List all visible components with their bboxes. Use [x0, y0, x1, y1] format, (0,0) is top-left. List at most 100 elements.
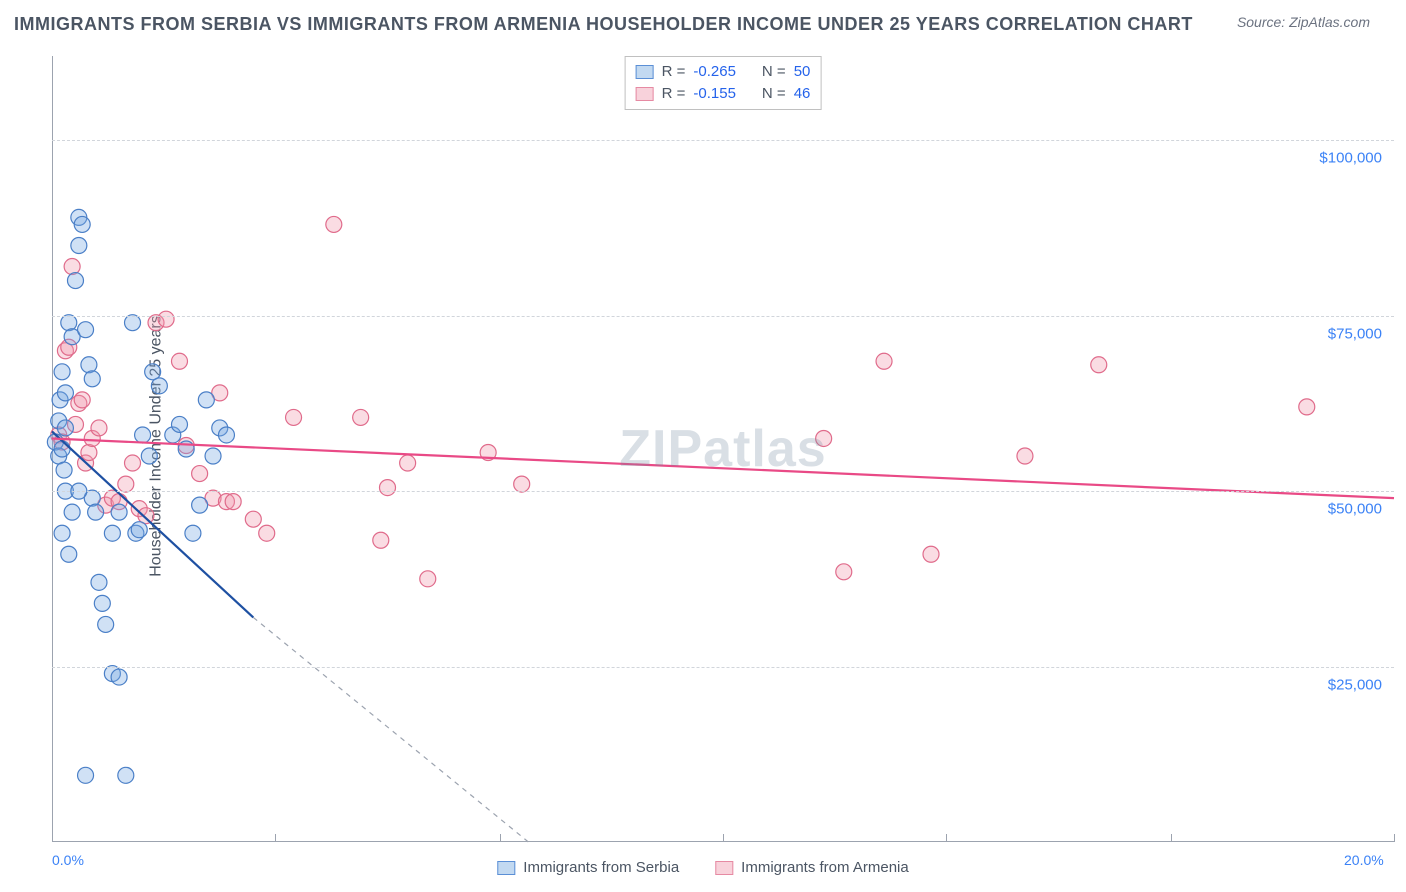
grid-line	[52, 667, 1394, 668]
trend-line	[52, 438, 1394, 498]
grid-line	[52, 140, 1394, 141]
stats-row: R =-0.155N =46	[636, 83, 811, 105]
legend-swatch	[715, 861, 733, 875]
scatter-point	[171, 353, 187, 369]
scatter-point	[876, 353, 892, 369]
legend: Immigrants from Serbia Immigrants from Ar…	[497, 859, 908, 876]
grid-line	[52, 316, 1394, 317]
stats-box: R = -0.265 N = 50R = -0.155 N = 46	[625, 56, 822, 110]
scatter-point	[1091, 357, 1107, 373]
source-label: Source:	[1237, 14, 1289, 30]
x-tick	[1171, 834, 1172, 842]
chart-title: IMMIGRANTS FROM SERBIA VS IMMIGRANTS FRO…	[14, 14, 1193, 35]
scatter-point	[81, 357, 97, 373]
scatter-point	[353, 409, 369, 425]
scatter-point	[135, 427, 151, 443]
scatter-point	[91, 420, 107, 436]
scatter-point	[61, 546, 77, 562]
stat-r-value: -0.155	[693, 83, 736, 105]
scatter-point	[923, 546, 939, 562]
scatter-point	[81, 445, 97, 461]
scatter-point	[67, 273, 83, 289]
scatter-point	[54, 441, 70, 457]
x-axis-end-label: 20.0%	[1344, 852, 1384, 868]
stat-n-label: N =	[762, 61, 786, 83]
scatter-point	[836, 564, 852, 580]
legend-label: Immigrants from Armenia	[741, 859, 909, 876]
source-value: ZipAtlas.com	[1289, 14, 1370, 30]
scatter-point	[57, 385, 73, 401]
scatter-point	[111, 669, 127, 685]
scatter-point	[192, 497, 208, 513]
plot-svg	[52, 56, 1394, 842]
stat-n-value: 50	[794, 61, 811, 83]
stat-r-label: R =	[662, 83, 686, 105]
scatter-point	[78, 767, 94, 783]
scatter-point	[104, 525, 120, 541]
scatter-point	[88, 504, 104, 520]
y-tick-label: $100,000	[1319, 150, 1382, 167]
scatter-point	[225, 494, 241, 510]
scatter-point	[245, 511, 261, 527]
x-tick	[275, 834, 276, 842]
scatter-point	[151, 378, 167, 394]
x-axis-start-label: 0.0%	[52, 852, 84, 868]
scatter-point	[158, 311, 174, 327]
scatter-point	[71, 237, 87, 253]
x-tick	[1394, 834, 1395, 842]
scatter-point	[98, 616, 114, 632]
stat-n-value: 46	[794, 83, 811, 105]
scatter-point	[286, 409, 302, 425]
scatter-point	[131, 522, 147, 538]
scatter-point	[54, 525, 70, 541]
x-tick	[946, 834, 947, 842]
scatter-point	[259, 525, 275, 541]
scatter-point	[380, 480, 396, 496]
y-tick-label: $50,000	[1328, 501, 1382, 518]
scatter-point	[205, 448, 221, 464]
scatter-point	[74, 392, 90, 408]
legend-swatch	[497, 861, 515, 875]
scatter-point	[118, 767, 134, 783]
grid-line	[52, 491, 1394, 492]
trend-line-dashed	[253, 617, 528, 842]
scatter-point	[171, 416, 187, 432]
stat-r-label: R =	[662, 61, 686, 83]
scatter-point	[118, 476, 134, 492]
x-tick	[500, 834, 501, 842]
scatter-point	[111, 504, 127, 520]
scatter-point	[326, 216, 342, 232]
legend-swatch	[636, 65, 654, 79]
scatter-point	[1017, 448, 1033, 464]
x-tick	[52, 834, 53, 842]
scatter-point	[816, 430, 832, 446]
stat-r-value: -0.265	[693, 61, 736, 83]
scatter-point	[91, 574, 107, 590]
legend-swatch	[636, 87, 654, 101]
scatter-point	[192, 466, 208, 482]
scatter-point	[514, 476, 530, 492]
legend-item: Immigrants from Serbia	[497, 859, 679, 876]
scatter-point	[125, 455, 141, 471]
source-attribution: Source: ZipAtlas.com	[1237, 14, 1370, 30]
scatter-point	[218, 427, 234, 443]
scatter-point	[420, 571, 436, 587]
legend-item: Immigrants from Armenia	[715, 859, 909, 876]
scatter-point	[64, 259, 80, 275]
scatter-point	[1299, 399, 1315, 415]
scatter-point	[373, 532, 389, 548]
scatter-point	[185, 525, 201, 541]
legend-label: Immigrants from Serbia	[523, 859, 679, 876]
scatter-point	[56, 462, 72, 478]
stats-row: R = -0.265 N = 50	[636, 61, 811, 83]
scatter-point	[400, 455, 416, 471]
scatter-point	[57, 420, 73, 436]
scatter-point	[64, 504, 80, 520]
scatter-point	[94, 595, 110, 611]
y-tick-label: $75,000	[1328, 325, 1382, 342]
scatter-point	[78, 322, 94, 338]
scatter-point	[54, 364, 70, 380]
x-tick	[723, 834, 724, 842]
scatter-point	[125, 315, 141, 331]
plot-area: ZIPatlas R =-0.265N =50R =-0.155N =46 $2…	[52, 56, 1394, 842]
